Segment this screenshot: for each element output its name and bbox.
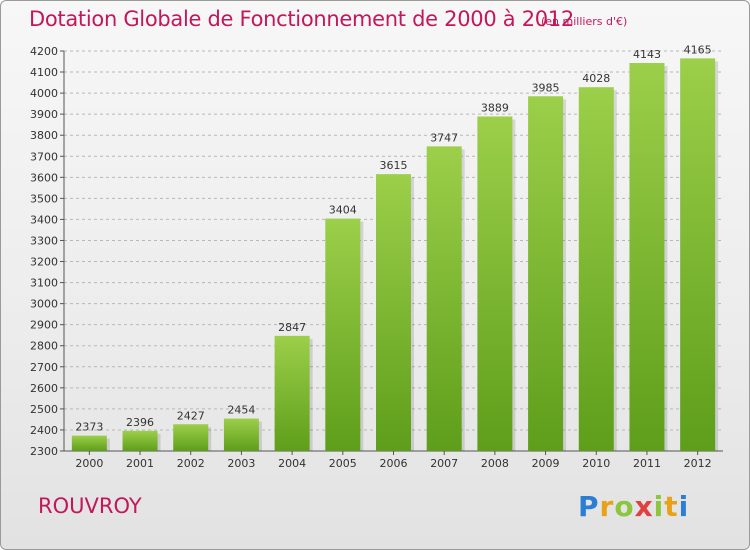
- y-tick-label: 4100: [30, 66, 58, 79]
- bar: [223, 418, 259, 451]
- y-tick-label: 2400: [30, 424, 58, 437]
- y-tick-label: 3300: [30, 234, 58, 247]
- bar-value-label: 4143: [633, 48, 661, 61]
- bar: [629, 63, 665, 451]
- bar-value-label: 3889: [481, 101, 509, 114]
- bar: [426, 146, 462, 452]
- bar-value-label: 3615: [380, 159, 408, 172]
- y-tick-label: 2300: [30, 445, 58, 458]
- axis-layer: 2300 2400 2500 2600 2700 2800 2900 3000 3100 3200…: [30, 45, 723, 458]
- bar-value-label: 4165: [684, 43, 712, 56]
- bar: [122, 430, 158, 451]
- y-tick-label: 2600: [30, 382, 58, 395]
- bar: [376, 174, 411, 451]
- logo-letter: i: [653, 490, 665, 523]
- bar-value-label: 3404: [329, 204, 357, 217]
- y-tick-label: 2500: [30, 403, 58, 416]
- y-tick-label: 3600: [30, 171, 58, 184]
- y-tick-label: 4200: [30, 45, 58, 58]
- bar: [71, 435, 107, 451]
- y-tick-label: 3700: [30, 150, 58, 163]
- x-tick-label: 2002: [177, 457, 205, 470]
- x-tick-label: 2006: [380, 457, 408, 470]
- y-tick-label: 3200: [30, 256, 58, 269]
- grid-layer: [64, 50, 723, 431]
- label-layer: 2373 2000 2396 2001 2427 2002 2454 2003 2847 2004…: [75, 43, 711, 470]
- logo-letter: o: [614, 490, 635, 523]
- x-tick-label: 2011: [633, 457, 661, 470]
- y-tick-label: 4000: [30, 87, 58, 100]
- x-tick-label: 2004: [278, 457, 306, 470]
- bar: [274, 335, 310, 451]
- bar-value-label: 3985: [532, 81, 560, 94]
- logo-letter: r: [599, 490, 615, 523]
- y-tick-label: 3500: [30, 192, 58, 205]
- commune-name: ROUVROY: [38, 494, 142, 518]
- y-tick-label: 2800: [30, 340, 58, 353]
- y-tick-label: 3400: [30, 213, 58, 226]
- logo-letter: x: [634, 490, 654, 523]
- x-tick-label: 2008: [481, 457, 509, 470]
- bar: [477, 116, 513, 451]
- logo-letter: t: [664, 490, 679, 523]
- y-tick-label: 3100: [30, 277, 58, 290]
- x-tick-label: 2000: [75, 457, 103, 470]
- x-tick-label: 2003: [227, 457, 255, 470]
- bar-value-label: 2396: [126, 416, 154, 429]
- bar: [578, 87, 614, 452]
- y-tick-label: 3800: [30, 129, 58, 142]
- bar-value-label: 4028: [582, 72, 610, 85]
- y-tick-label: 2700: [30, 361, 58, 374]
- bar: [325, 218, 361, 451]
- y-tick-label: 3000: [30, 298, 58, 311]
- proxiti-logo: Proxiti: [578, 490, 689, 523]
- logo-letter: i: [678, 490, 690, 523]
- x-tick-label: 2012: [684, 457, 712, 470]
- bar: [528, 96, 564, 452]
- bar-value-label: 2454: [227, 404, 255, 417]
- bar-value-label: 2847: [278, 321, 306, 334]
- bar-value-label: 3747: [430, 131, 458, 144]
- x-tick-label: 2007: [430, 457, 458, 470]
- bar: [173, 424, 209, 451]
- bar-value-label: 2373: [75, 421, 103, 434]
- x-tick-label: 2009: [532, 457, 560, 470]
- x-tick-label: 2005: [329, 457, 357, 470]
- bar-value-label: 2427: [177, 409, 205, 422]
- y-tick-label: 2900: [30, 319, 58, 332]
- chart-subtitle: (en milliers d'€): [541, 15, 628, 28]
- bar-layer: [71, 58, 719, 452]
- x-tick-label: 2010: [582, 457, 610, 470]
- x-tick-label: 2001: [126, 457, 154, 470]
- logo-letter: P: [578, 490, 600, 523]
- bar: [680, 58, 716, 452]
- y-tick-label: 3900: [30, 108, 58, 121]
- chart-title: Dotation Globale de Fonctionnement de 20…: [29, 7, 574, 31]
